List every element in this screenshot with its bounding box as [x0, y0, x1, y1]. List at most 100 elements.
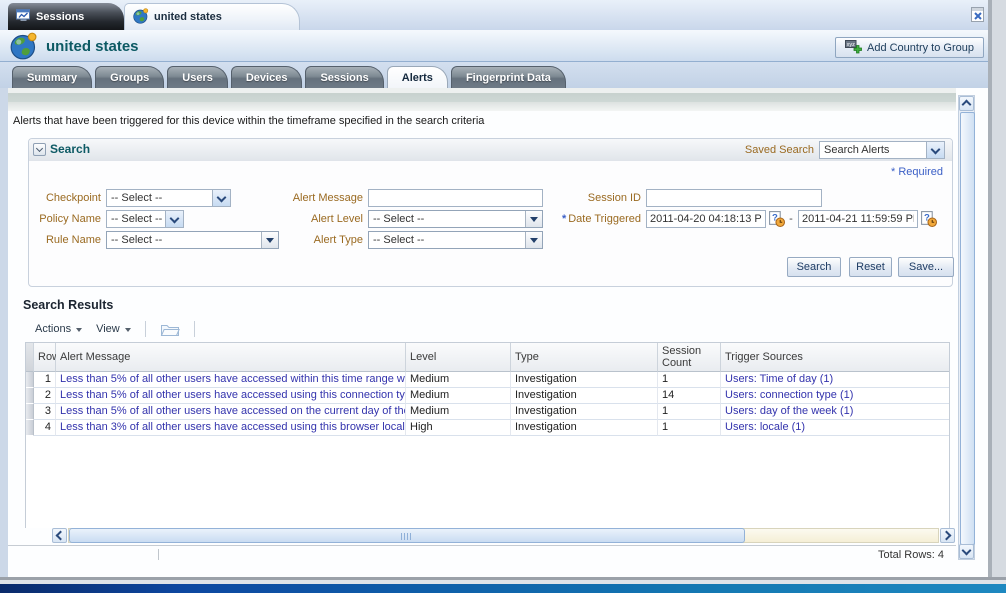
triangle-down-icon [76, 327, 83, 335]
row-handle[interactable] [26, 388, 34, 404]
saved-search-select[interactable]: Search Alerts [819, 141, 945, 159]
alert-level-select[interactable]: -- Select -- [368, 210, 543, 228]
results-title: Search Results [23, 298, 114, 312]
divider [8, 93, 956, 102]
tab-alerts[interactable]: Alerts [386, 66, 448, 88]
header-cell-row[interactable]: Row [34, 343, 60, 372]
folder-icon[interactable] [160, 322, 180, 337]
header-cell-level[interactable]: Level [406, 343, 511, 372]
header-cell-session-count[interactable]: Session Count [658, 343, 721, 372]
table-row[interactable]: 4 Less than 3% of all other users have a… [26, 420, 949, 436]
required-note: * Required [891, 166, 943, 178]
row-handle[interactable] [26, 372, 34, 388]
total-rows-label: Total Rows: 4 [877, 549, 944, 561]
window-frame [988, 0, 992, 584]
search-panel: Search Saved Search Search Alerts * Requ… [28, 138, 954, 287]
alert-message-cell[interactable]: Less than 5% of all other users have acc… [56, 388, 406, 404]
content-area: Alerts that have been triggered for this… [8, 88, 988, 578]
window-tab-sessions[interactable]: Sessions [8, 3, 124, 30]
divider [8, 88, 956, 93]
table-row[interactable]: 1 Less than 5% of all other users have a… [26, 372, 949, 388]
alert-message-input[interactable] [368, 189, 543, 207]
divider [193, 321, 195, 337]
alert-message-cell[interactable]: Less than 5% of all other users have acc… [56, 372, 406, 388]
nav-tab-band: Summary Groups Users Devices Sessions Al… [0, 62, 1006, 88]
scroll-down-icon[interactable] [959, 544, 974, 559]
table-row[interactable]: 2 Less than 5% of all other users have a… [26, 388, 949, 404]
trigger-sources-cell[interactable]: Users: locale (1) [721, 420, 949, 436]
divider [158, 549, 159, 560]
session-id-label: Session ID [587, 192, 641, 204]
policy-name-select[interactable]: -- Select -- [106, 210, 184, 228]
tab-users[interactable]: Users [167, 66, 228, 88]
scroll-left-icon[interactable] [52, 528, 67, 543]
triangle-down-icon [261, 232, 278, 248]
trigger-sources-cell[interactable]: Users: Time of day (1) [721, 372, 949, 388]
checkpoint-select[interactable]: -- Select -- [106, 189, 231, 207]
page-title: united states [46, 38, 139, 55]
header-cell-type[interactable]: Type [511, 343, 658, 372]
scroll-up-icon[interactable] [959, 96, 974, 111]
page-description: Alerts that have been triggered for this… [13, 115, 485, 127]
saved-search-label: Saved Search [744, 144, 814, 156]
close-tab-icon[interactable] [968, 6, 988, 25]
date-to-input[interactable] [798, 210, 918, 228]
checkpoint-label: Checkpoint [45, 192, 101, 204]
tab-summary[interactable]: Summary [12, 66, 93, 88]
results-toolbar: Actions View [35, 319, 195, 339]
alert-type-label: Alert Type [313, 234, 363, 246]
tab-fingerprint-data[interactable]: Fingerprint Data [450, 66, 566, 88]
date-picker-icon[interactable] [768, 210, 785, 227]
session-id-input[interactable] [646, 189, 822, 207]
globe-icon [10, 32, 38, 63]
date-range-separator: - [789, 213, 793, 225]
save-button[interactable]: Save... [898, 257, 954, 277]
header-cell-handle [26, 343, 34, 372]
scrollbar-thumb[interactable] [960, 112, 975, 545]
scroll-right-icon[interactable] [940, 528, 955, 543]
group-add-icon: xyz [844, 38, 863, 57]
divider [8, 102, 956, 111]
window-frame [992, 0, 1006, 584]
view-menu[interactable]: View [96, 323, 131, 335]
search-button[interactable]: Search [787, 257, 841, 277]
header-cell-alert-message[interactable]: Alert Message [56, 343, 406, 372]
tab-devices[interactable]: Devices [230, 66, 303, 88]
trigger-sources-cell[interactable]: Users: day of the week (1) [721, 404, 949, 420]
window-tab-united-states[interactable]: united states [124, 3, 300, 30]
row-handle[interactable] [26, 420, 34, 436]
page-header: united states xyz Add Country to Group [0, 30, 1006, 62]
tab-sessions[interactable]: Sessions [305, 66, 384, 88]
window-frame [0, 577, 1006, 580]
window-tab-label: Sessions [36, 10, 85, 23]
rule-name-select[interactable]: -- Select -- [106, 231, 279, 249]
row-handle[interactable] [26, 404, 34, 420]
collapse-search-icon[interactable] [33, 143, 46, 156]
alert-type-select[interactable]: -- Select -- [368, 231, 543, 249]
scrollbar-thumb[interactable] [69, 528, 745, 543]
reset-button[interactable]: Reset [849, 257, 892, 277]
date-triggered-label: * Date Triggered [561, 213, 641, 225]
table-header-row: Row Alert Message Level Type Session Cou… [26, 343, 949, 372]
alert-level-label: Alert Level [311, 213, 363, 225]
window-frame [0, 580, 1006, 584]
sessions-icon [16, 8, 31, 25]
add-country-to-group-button[interactable]: xyz Add Country to Group [834, 37, 984, 58]
alert-message-cell[interactable]: Less than 3% of all other users have acc… [56, 420, 406, 436]
vertical-scrollbar[interactable] [958, 95, 975, 560]
globe-icon [133, 8, 149, 27]
header-cell-trigger-sources[interactable]: Trigger Sources [721, 343, 949, 372]
horizontal-scrollbar[interactable] [52, 528, 955, 543]
date-picker-icon[interactable] [920, 210, 937, 227]
table-row[interactable]: 3 Less than 5% of all other users have a… [26, 404, 949, 420]
table-status-bar: Total Rows: 4 [8, 545, 956, 563]
alert-message-label: Alert Message [292, 192, 363, 204]
tab-groups[interactable]: Groups [95, 66, 165, 88]
window-tab-strip: Sessions united states [0, 0, 1006, 30]
trigger-sources-cell[interactable]: Users: connection type (1) [721, 388, 949, 404]
triangle-down-icon [124, 327, 131, 335]
actions-menu[interactable]: Actions [35, 323, 83, 335]
date-from-input[interactable] [646, 210, 766, 228]
alert-message-cell[interactable]: Less than 5% of all other users have acc… [56, 404, 406, 420]
